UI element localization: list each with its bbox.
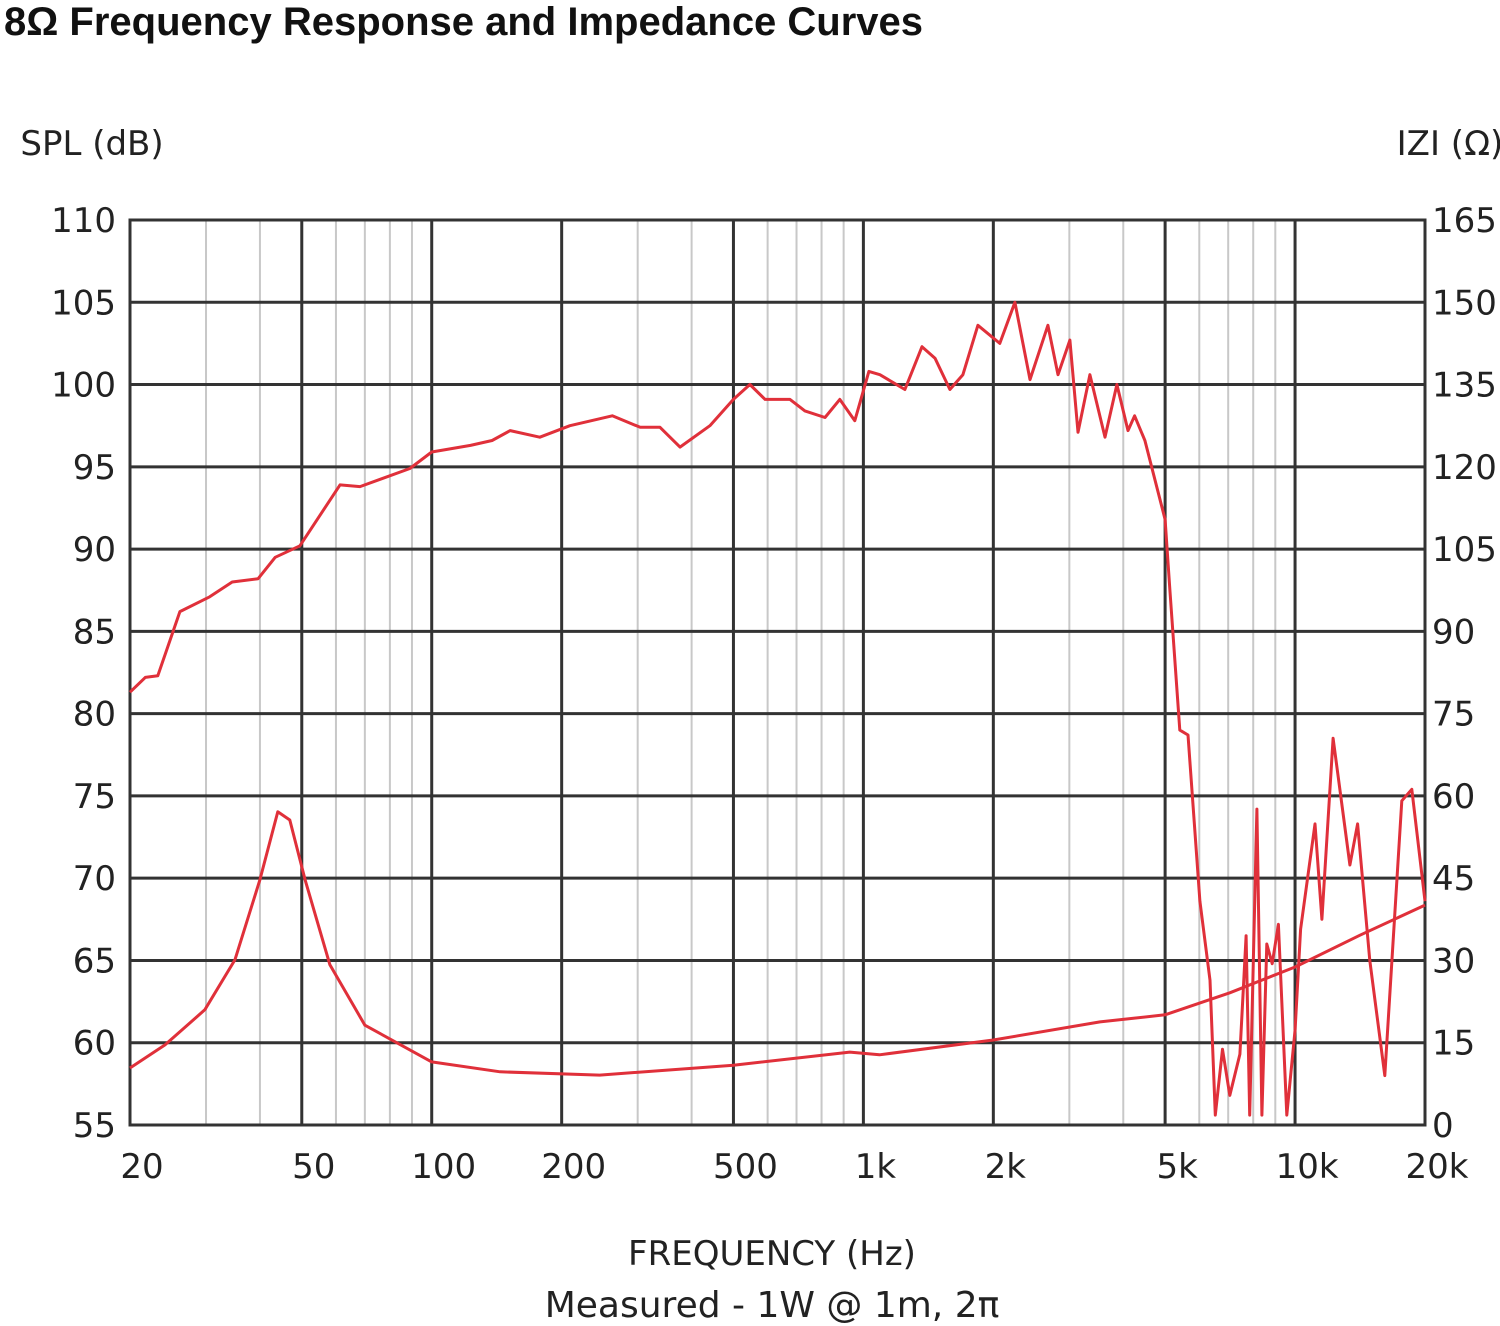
y-left-tick-label: 60 bbox=[73, 1024, 116, 1064]
y-left-tick-label: 100 bbox=[51, 366, 116, 406]
y-left-tick-label: 95 bbox=[73, 448, 116, 488]
y-left-tick-label: 75 bbox=[73, 777, 116, 817]
x-tick-label: 20k bbox=[1406, 1147, 1469, 1187]
y-left-tick-label: 85 bbox=[73, 612, 116, 652]
tick-labels: 20 50 100 200 500 1k 2k 5k 10k 20k 110 105 100 95 90 85… bbox=[51, 201, 1497, 1187]
y-right-tick-label: 60 bbox=[1432, 777, 1475, 817]
x-tick-label: 1k bbox=[855, 1147, 897, 1187]
y-right-tick-label: 0 bbox=[1432, 1106, 1454, 1146]
x-tick-label: 200 bbox=[541, 1147, 606, 1187]
grid bbox=[128, 218, 1427, 1127]
y-right-tick-label: 45 bbox=[1432, 859, 1475, 899]
measurement-note: Measured - 1W @ 1m, 2π bbox=[545, 1285, 1000, 1326]
y-left-tick-label: 55 bbox=[73, 1106, 116, 1146]
plot-frame bbox=[128, 218, 1427, 1127]
y-right-tick-label: 165 bbox=[1432, 201, 1497, 241]
y-left-tick-label: 65 bbox=[73, 941, 116, 981]
x-axis-label: FREQUENCY (Hz) bbox=[628, 1234, 916, 1274]
spl-curve bbox=[128, 300, 1427, 1117]
right-axis-label: IZI (Ω) bbox=[1397, 124, 1500, 164]
left-axis-label: SPL (dB) bbox=[20, 124, 163, 164]
y-left-tick-label: 70 bbox=[73, 859, 116, 899]
y-left-tick-label: 90 bbox=[73, 530, 116, 570]
y-right-tick-label: 15 bbox=[1432, 1024, 1475, 1064]
x-tick-label: 2k bbox=[985, 1147, 1027, 1187]
x-tick-label: 10k bbox=[1276, 1147, 1339, 1187]
y-right-tick-label: 150 bbox=[1432, 283, 1497, 323]
x-tick-label: 100 bbox=[411, 1147, 476, 1187]
y-right-tick-label: 30 bbox=[1432, 941, 1475, 981]
y-right-tick-label: 105 bbox=[1432, 530, 1497, 570]
chart-title: 8Ω Frequency Response and Impedance Curv… bbox=[4, 0, 924, 44]
x-tick-label: 50 bbox=[292, 1147, 335, 1187]
x-tick-label: 500 bbox=[713, 1147, 778, 1187]
series-lines bbox=[128, 300, 1427, 1117]
x-tick-label: 5k bbox=[1156, 1147, 1198, 1187]
y-left-tick-label: 105 bbox=[51, 283, 116, 323]
impedance-curve bbox=[129, 810, 1426, 1077]
y-right-tick-label: 90 bbox=[1432, 612, 1475, 652]
y-right-tick-label: 75 bbox=[1432, 695, 1475, 735]
y-left-tick-label: 80 bbox=[73, 695, 116, 735]
y-right-tick-label: 120 bbox=[1432, 448, 1497, 488]
x-tick-label: 20 bbox=[120, 1147, 163, 1187]
y-left-tick-label: 110 bbox=[51, 201, 116, 241]
y-right-tick-label: 135 bbox=[1432, 366, 1497, 406]
